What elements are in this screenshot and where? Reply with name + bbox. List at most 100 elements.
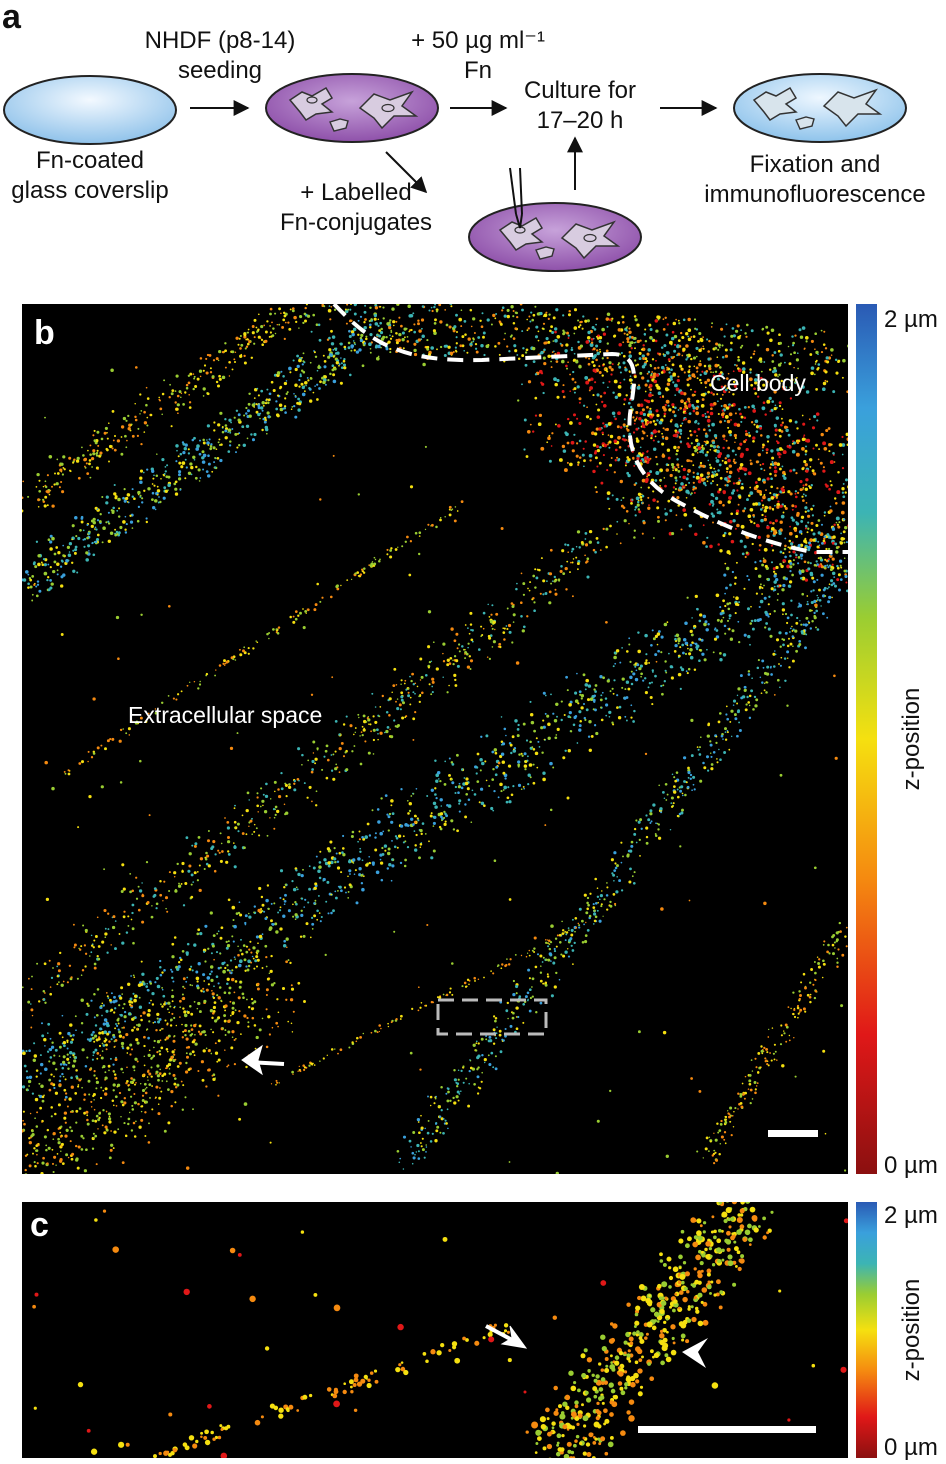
fiber-speckle <box>574 381 577 384</box>
fiber-speckle <box>419 679 422 681</box>
fiber-speckle <box>744 555 747 559</box>
fiber-speckle <box>148 1020 151 1023</box>
fiber-speckle <box>791 518 795 522</box>
fiber-speckle <box>619 661 622 664</box>
fiber-speckle <box>529 776 532 779</box>
fiber-speckle <box>695 448 699 452</box>
fiber-speckle <box>122 915 126 919</box>
fiber-speckle <box>431 691 434 694</box>
fiber-speckle <box>379 305 382 308</box>
fiber-speckle <box>472 338 475 341</box>
fiber-speckle <box>649 695 653 700</box>
fiber-speckle <box>30 988 33 991</box>
fiber-speckle <box>492 1066 495 1069</box>
fiber-speckle <box>225 946 229 950</box>
fiber-speckle <box>693 491 696 494</box>
fiber-speckle <box>633 375 637 379</box>
coverslip-label-line1: Fn-coated <box>35 147 145 174</box>
fiber-speckle <box>554 330 557 334</box>
fiber-speckle <box>205 851 208 855</box>
fiber-speckle <box>665 671 668 674</box>
fiber-speckle <box>784 631 788 635</box>
fiber-speckle <box>434 304 437 306</box>
fiber-speckle <box>596 895 600 899</box>
fiber-speckle <box>357 857 361 861</box>
fiber-speckle <box>398 703 402 707</box>
fiber-speckle <box>434 805 438 809</box>
fiber-speckle <box>781 588 785 592</box>
fiber-speckle <box>49 534 53 538</box>
fiber-speckle <box>620 351 623 355</box>
fiber-speckle <box>439 827 443 831</box>
fiber-speckle <box>797 352 799 354</box>
fiber-speckle <box>595 344 599 348</box>
fiber-speckle <box>497 796 500 799</box>
fiber-speckle <box>66 1039 69 1042</box>
fiber-speckle <box>781 608 786 612</box>
fiber-speckle <box>481 312 484 315</box>
fiber-speckle <box>542 771 546 775</box>
fiber-speckle <box>828 487 831 491</box>
fiber-speckle <box>68 542 73 546</box>
fiber-speckle <box>513 344 517 348</box>
fiber-speckle <box>630 716 633 719</box>
fiber-speckle <box>91 1058 94 1061</box>
fiber-speckle <box>248 414 252 418</box>
fiber-speckle <box>607 386 609 389</box>
fiber-speckle <box>824 558 827 561</box>
fiber-speckle <box>401 716 405 720</box>
fiber-speckle <box>595 731 599 736</box>
fiber-speckle <box>577 702 580 705</box>
fiber-speckle <box>233 956 236 959</box>
fiber-speckle <box>761 659 765 663</box>
fiber-speckle <box>542 593 545 596</box>
fiber-speckle <box>435 796 438 800</box>
fiber-speckle <box>92 946 95 949</box>
fiber-speckle <box>330 754 333 756</box>
fiber-speckle <box>673 650 677 653</box>
fiber-speckle <box>775 493 779 497</box>
fiber-speckle <box>110 992 113 995</box>
fiber-speckle <box>395 332 398 335</box>
fiber-speckle <box>364 835 369 839</box>
fiber-speckle <box>221 962 225 966</box>
fiber-speckle <box>577 319 580 322</box>
fiber-speckle <box>655 329 659 333</box>
fiber-speckle <box>262 404 265 407</box>
fiber-speckle <box>752 708 755 711</box>
fiber-speckle <box>542 579 546 583</box>
fiber-speckle <box>553 350 555 353</box>
fiber-speckle <box>584 718 587 721</box>
fiber-speckle <box>352 858 356 862</box>
fiber-speckle <box>234 826 238 830</box>
fiber-speckle <box>709 743 713 747</box>
fiber-speckle <box>703 622 707 627</box>
fiber-speckle <box>58 981 60 983</box>
fiber-speckle <box>846 437 848 441</box>
fiber-speckle <box>287 785 292 789</box>
fiber-speckle <box>717 720 721 724</box>
fiber-speckle <box>591 326 595 329</box>
fiber-speckle <box>588 389 591 392</box>
fiber-speckle <box>383 731 386 734</box>
fiber-speckle <box>86 1038 90 1041</box>
fiber-speckle <box>688 412 692 415</box>
fiber-speckle <box>534 586 537 589</box>
fiber-speckle <box>710 482 713 485</box>
fiber-speckle <box>574 930 576 933</box>
fiber-speckle <box>680 367 683 371</box>
fiber-speckle <box>773 585 776 588</box>
fiber-speckle <box>401 338 405 342</box>
fiber-speckle <box>185 836 189 840</box>
fiber-speckle <box>586 557 590 561</box>
fiber-speckle <box>112 1063 115 1066</box>
fiber-speckle <box>53 1054 56 1057</box>
fiber-speckle <box>801 467 805 471</box>
fiber-speckle <box>476 1075 480 1079</box>
fiber-speckle <box>310 770 314 774</box>
fiber-speckle <box>196 444 200 448</box>
fiber-speckle <box>593 432 598 436</box>
fiber-speckle <box>688 365 691 368</box>
fiber-speckle <box>534 965 538 969</box>
fiber-speckle <box>374 306 379 310</box>
